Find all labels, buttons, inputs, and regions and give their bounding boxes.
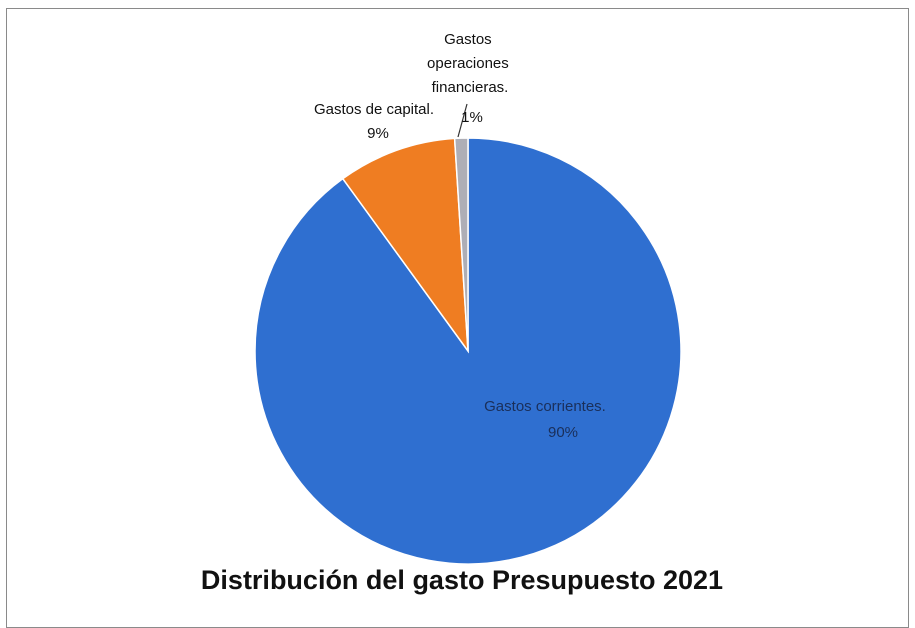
pie-slices bbox=[254, 137, 682, 565]
slice-label-gastos-capital: Gastos de capital. bbox=[314, 101, 434, 118]
slice-label-gastos-operaciones: Gastos operaciones financieras. bbox=[427, 31, 513, 96]
leader-line bbox=[457, 103, 468, 138]
slice-pct-gastos-operaciones: 1% bbox=[461, 109, 483, 126]
slice-pct-gastos-capital: 9% bbox=[367, 125, 389, 142]
slice-pct-gastos-corrientes: 90% bbox=[548, 424, 578, 441]
pie-slice-gastos-capital bbox=[341, 137, 469, 354]
slice-label-gastos-corrientes: Gastos corrientes. bbox=[484, 398, 606, 415]
pie-slice-gastos-operaciones bbox=[453, 137, 469, 352]
chart-title: Distribución del gasto Presupuesto 2021 bbox=[201, 565, 723, 595]
pie-chart: Gastos corrientes. 90% Gastos de capital… bbox=[201, 31, 723, 595]
